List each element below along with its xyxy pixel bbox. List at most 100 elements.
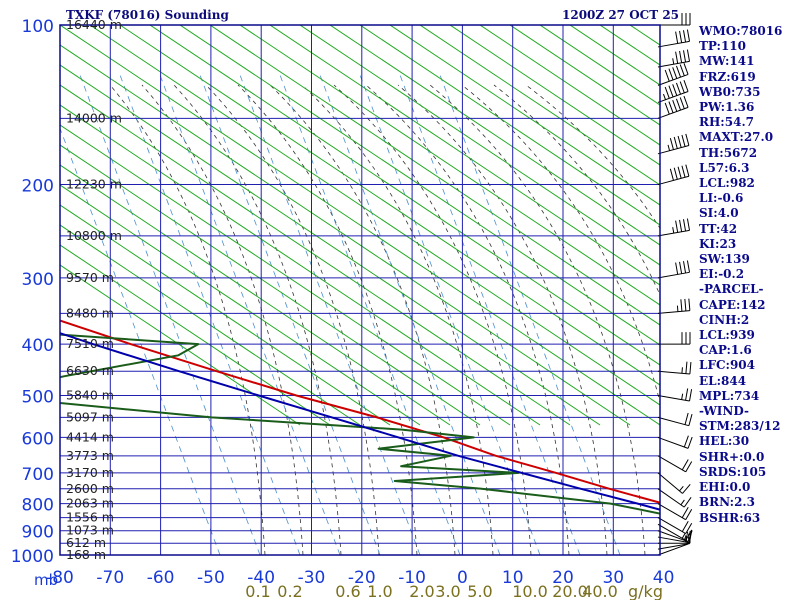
wind-barb-feather: [669, 168, 674, 181]
wind-barb-feather: [672, 67, 678, 79]
dry-adiabat-line: [359, 25, 660, 226]
height-label: 2063 m: [66, 496, 114, 511]
wind-barb-feather: [677, 135, 682, 148]
sounding-traces: [60, 319, 660, 515]
wind-barb-staff: [657, 416, 690, 427]
pressure-tick-label: 800: [22, 496, 54, 516]
sounding-index-item: LCL:982: [699, 176, 755, 191]
wind-barb-feather: [685, 133, 690, 146]
moist-adiabat-line: [333, 84, 532, 555]
dry-adiabat-line: [60, 124, 511, 426]
dry-adiabat-line: [60, 144, 481, 426]
dry-adiabat-line: [60, 224, 361, 426]
wind-barb-feather: [675, 82, 682, 95]
mixing-ratio-label: 20.0: [552, 582, 588, 600]
wind-barb-feather: [679, 261, 683, 274]
pressure-unit-label: mb: [34, 571, 58, 589]
height-label: 16440 m: [66, 17, 122, 32]
wind-barb-staff: [657, 370, 690, 375]
moist-adiabat-line: [237, 84, 418, 555]
wind-barb-staff: [657, 455, 686, 473]
sounding-index-item: WMO:78016: [699, 24, 783, 38]
dry-adiabat-line: [509, 25, 660, 126]
isobar-lines: [60, 25, 660, 555]
wind-barb-feather: [685, 361, 688, 374]
temperature-tick-label: 20: [552, 568, 574, 588]
wind-barb-feather: [675, 262, 679, 275]
wind-barb-feather: [675, 51, 679, 64]
wind-barb-feather: [683, 497, 692, 508]
mixing-ratio-label: 2.0: [409, 582, 434, 600]
wind-barb-feather: [682, 30, 687, 43]
sounding-indices-panel: WMO:78016 TP:110 MW:141 FRZ:619 WB0:735 PW:1.…: [699, 24, 782, 526]
wind-barb-staff: [657, 488, 685, 508]
wind-barb-feather: [683, 435, 689, 448]
temperature-tick-label: -20: [348, 568, 376, 588]
dry-adiabat-line: [179, 25, 660, 346]
sounding-index-item: TT:42: [699, 221, 738, 236]
mixing-ratio-line: [279, 74, 461, 555]
mixing-ratio-label: 0.2: [277, 582, 302, 600]
mixing-ratio-line: [199, 74, 381, 555]
wind-barb-staff: [657, 436, 689, 449]
wind-barb-feather: [688, 298, 691, 311]
wind-barb-feather: [684, 412, 689, 425]
wind-barb-staff: [657, 40, 690, 48]
dry-adiabat-line: [60, 25, 660, 426]
wind-barb-staff: [657, 472, 683, 494]
sounding-index-item: EL:844: [699, 373, 747, 388]
sounding-index-item: CAP:1.6: [699, 343, 752, 358]
sounding-index-item: EI:-0.2: [699, 267, 745, 282]
wind-barb-feather: [679, 50, 683, 63]
wind-barb-half-feather: [679, 485, 684, 492]
wind-barb-feather: [687, 436, 693, 449]
wind-barb-feather: [683, 95, 689, 108]
dry-adiabat-line: [209, 25, 660, 326]
dry-adiabat-line: [599, 25, 660, 66]
wind-barb-staff: [657, 543, 689, 556]
wind-barb-feather: [677, 166, 682, 179]
wind-barb-half-feather: [681, 393, 684, 400]
sounding-index-item: SW:139: [699, 252, 750, 267]
moist-adiabat-line: [109, 84, 266, 555]
wind-barb-feather: [687, 530, 693, 542]
wind-barb-feather: [684, 298, 687, 311]
pressure-tick-label: 200: [22, 177, 54, 197]
moist-adiabat-line: [461, 84, 660, 405]
pressure-tick-label: 900: [22, 523, 54, 543]
height-label: 1556 m: [66, 510, 114, 525]
height-label: 12230 m: [66, 177, 122, 192]
chart-timestamp: 1200Z 27 OCT 25: [562, 8, 680, 22]
sounding-index-item: TH:5672: [699, 145, 758, 160]
dry-adiabat-line: [60, 84, 571, 426]
wind-barb-feather: [679, 81, 685, 94]
dry-adiabat-line: [389, 25, 660, 206]
height-label: 8480 m: [66, 305, 114, 320]
wind-barb-feather: [686, 260, 691, 273]
height-label: 7510 m: [66, 336, 114, 351]
wind-barb-feather: [679, 97, 685, 109]
wind-barb-staff: [657, 503, 686, 521]
dry-adiabat-line: [60, 204, 391, 426]
dry-adiabat-line: [449, 25, 660, 166]
moist-adiabat-line: [301, 84, 494, 555]
mixing-ratio-line: [359, 74, 541, 555]
dewpoint-trace: [60, 333, 660, 515]
sounding-index-item: LFC:904: [699, 358, 755, 373]
plot-frame: [59, 24, 661, 556]
sounding-index-item: LCL:939: [699, 328, 755, 343]
pressure-tick-label: 700: [22, 465, 54, 485]
sounding-index-item: -WIND-: [699, 404, 749, 419]
temperature-tick-label: -70: [96, 568, 124, 588]
sounding-index-item: L57:6.3: [699, 160, 750, 175]
wind-barb-feather: [685, 164, 690, 177]
mixing-ratio-line: [319, 74, 501, 555]
dry-adiabat-line: [149, 25, 660, 366]
sounding-index-item: MPL:734: [699, 388, 760, 403]
sounding-index-item: CAPE:142: [699, 297, 766, 312]
mixing-ratio-label: 0.1: [245, 582, 270, 600]
wind-barb-staff: [657, 523, 686, 541]
wind-barb-half-feather: [672, 58, 675, 65]
sounding-index-item: BSHR:63: [699, 510, 761, 525]
dry-adiabat-line: [659, 25, 660, 26]
